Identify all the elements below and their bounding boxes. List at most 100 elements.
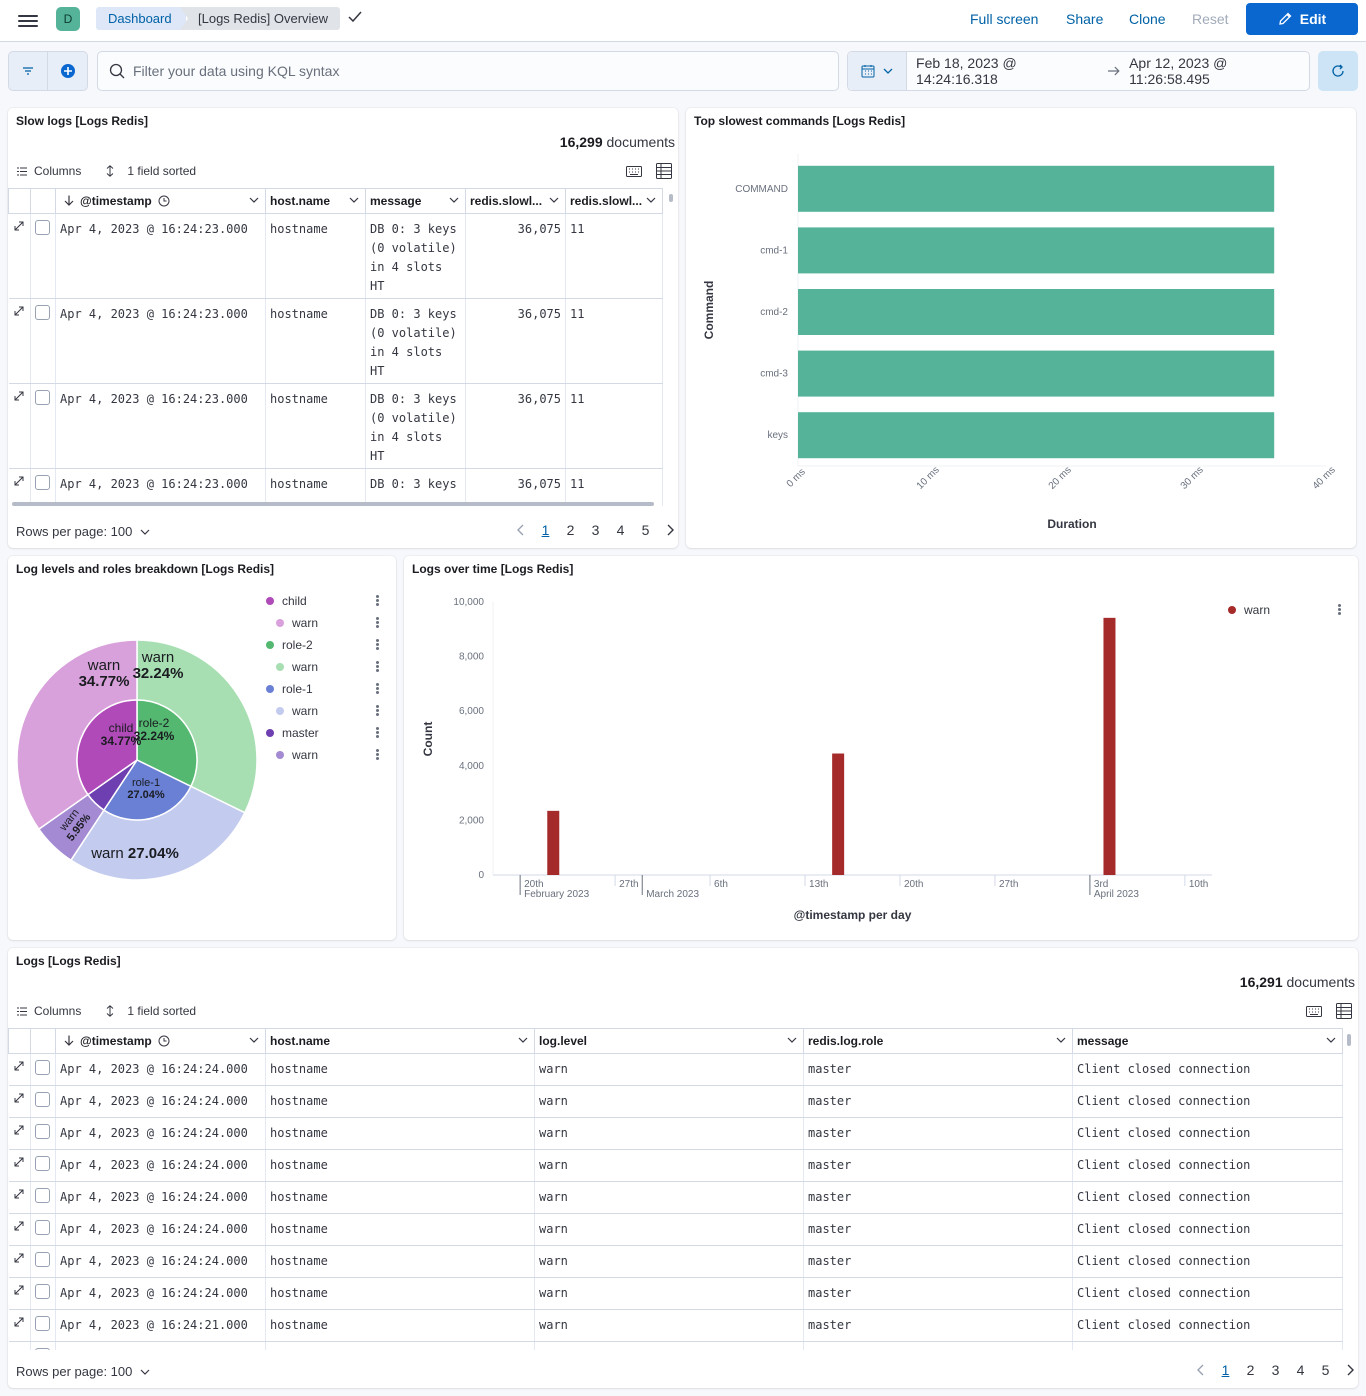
- row-checkbox[interactable]: [35, 1124, 50, 1139]
- page-2[interactable]: 2: [566, 522, 575, 538]
- inner-slice-child[interactable]: [76, 699, 138, 796]
- horizontal-scrollbar[interactable]: [12, 502, 654, 506]
- expand-icon[interactable]: [13, 1316, 25, 1328]
- column-header-slowlog-id[interactable]: redis.slowl...: [565, 188, 663, 214]
- column-header-timestamp[interactable]: @timestamp: [55, 1028, 266, 1054]
- row-checkbox[interactable]: [35, 1284, 50, 1299]
- page-4[interactable]: 4: [1296, 1362, 1305, 1378]
- expand-icon[interactable]: [13, 1124, 25, 1136]
- bar-keys[interactable]: [798, 412, 1275, 459]
- chevron-down-icon[interactable]: [518, 1035, 528, 1045]
- page-3[interactable]: 3: [1271, 1362, 1280, 1378]
- row-checkbox[interactable]: [35, 1348, 50, 1350]
- kql-search-bar[interactable]: [97, 51, 839, 91]
- legend-item-warn[interactable]: warn: [276, 704, 318, 718]
- column-header-log-level[interactable]: log.level: [534, 1028, 804, 1054]
- column-header-slowlog-duration[interactable]: redis.slowl...: [465, 188, 566, 214]
- chevron-down-icon[interactable]: [449, 195, 459, 205]
- page-1[interactable]: 1: [541, 522, 550, 538]
- rows-per-page-button[interactable]: Rows per page: 100: [16, 1364, 150, 1379]
- column-header-message[interactable]: message: [1072, 1028, 1343, 1054]
- inner-slice-role-2[interactable]: [136, 699, 198, 788]
- quick-select-button[interactable]: [848, 52, 908, 90]
- bar-2023-04-04[interactable]: [1103, 617, 1116, 875]
- row-checkbox[interactable]: [35, 1060, 50, 1075]
- bar-2023-03-15[interactable]: [832, 753, 845, 875]
- legend-item-child[interactable]: child: [266, 594, 307, 608]
- row-checkbox[interactable]: [35, 1220, 50, 1235]
- full-screen-link[interactable]: Full screen: [970, 11, 1039, 27]
- refresh-button[interactable]: [1318, 51, 1358, 91]
- chevron-down-icon[interactable]: [1056, 1035, 1066, 1045]
- expand-icon[interactable]: [13, 305, 25, 317]
- page-3[interactable]: 3: [591, 522, 600, 538]
- legend-actions-icon[interactable]: [376, 617, 379, 629]
- inner-slice-role-1[interactable]: [102, 759, 192, 821]
- columns-button[interactable]: Columns: [17, 1004, 81, 1018]
- clone-link[interactable]: Clone: [1129, 11, 1166, 27]
- chevron-left-icon[interactable]: [1188, 1363, 1213, 1377]
- expand-icon[interactable]: [13, 220, 25, 232]
- expand-icon[interactable]: [13, 1156, 25, 1168]
- breadcrumb-dashboard[interactable]: Dashboard: [96, 7, 186, 30]
- row-checkbox[interactable]: [35, 1316, 50, 1331]
- date-end[interactable]: Apr 12, 2023 @ 11:26:58.495: [1129, 55, 1228, 87]
- chevron-left-icon[interactable]: [508, 523, 533, 537]
- legend-actions-icon[interactable]: [376, 727, 379, 739]
- chevron-down-icon[interactable]: [349, 195, 359, 205]
- row-checkbox[interactable]: [35, 475, 50, 490]
- legend-actions-icon[interactable]: [376, 639, 379, 651]
- sort-button[interactable]: 1 field sorted: [105, 164, 196, 178]
- keyboard-icon[interactable]: [626, 165, 642, 177]
- sort-button[interactable]: 1 field sorted: [105, 1004, 196, 1018]
- page-4[interactable]: 4: [616, 522, 625, 538]
- chevron-down-icon[interactable]: [249, 195, 259, 205]
- expand-icon[interactable]: [13, 475, 25, 487]
- rows-per-page-button[interactable]: Rows per page: 100: [16, 524, 150, 539]
- legend-item-role-1[interactable]: role-1: [266, 682, 313, 696]
- row-checkbox[interactable]: [35, 390, 50, 405]
- column-header-timestamp[interactable]: @timestamp: [55, 188, 266, 214]
- bar-cmd-3[interactable]: [798, 350, 1275, 397]
- legend-actions-icon[interactable]: [376, 661, 379, 673]
- legend-actions-icon[interactable]: [1338, 604, 1341, 616]
- row-checkbox[interactable]: [35, 220, 50, 235]
- column-header-host-name[interactable]: host.name: [265, 1028, 535, 1054]
- page-1[interactable]: 1: [1221, 1362, 1230, 1378]
- expand-icon[interactable]: [13, 390, 25, 402]
- row-checkbox[interactable]: [35, 1188, 50, 1203]
- add-filter-button[interactable]: [48, 51, 88, 91]
- legend-actions-icon[interactable]: [376, 595, 379, 607]
- date-picker[interactable]: Feb 18, 2023 @ 14:24:16.318 Apr 12, 2023…: [847, 51, 1310, 91]
- expand-icon[interactable]: [13, 1060, 25, 1072]
- expand-icon[interactable]: [13, 1092, 25, 1104]
- legend-item-warn[interactable]: warn: [276, 660, 318, 674]
- date-start[interactable]: Feb 18, 2023 @ 14:24:16.318: [916, 55, 1017, 87]
- filter-menu-button[interactable]: [8, 51, 48, 91]
- chevron-down-icon[interactable]: [646, 195, 656, 205]
- legend-item-warn[interactable]: warn: [276, 616, 318, 630]
- space-avatar[interactable]: D: [56, 7, 80, 31]
- vertical-scrollbar[interactable]: [669, 194, 673, 202]
- fullscreen-grid-icon[interactable]: [656, 163, 672, 179]
- edit-button[interactable]: Edit: [1246, 3, 1358, 35]
- expand-icon[interactable]: [13, 1284, 25, 1296]
- bar-COMMAND[interactable]: [798, 165, 1275, 212]
- row-checkbox[interactable]: [35, 1156, 50, 1171]
- expand-icon[interactable]: [13, 1252, 25, 1264]
- menu-icon[interactable]: [18, 12, 38, 28]
- legend-item-master[interactable]: master: [266, 726, 319, 740]
- chevron-down-icon[interactable]: [787, 1035, 797, 1045]
- reset-link[interactable]: Reset: [1192, 11, 1229, 27]
- legend-item-warn[interactable]: warn: [1228, 603, 1270, 617]
- legend-actions-icon[interactable]: [376, 683, 379, 695]
- chevron-down-icon[interactable]: [549, 195, 559, 205]
- page-2[interactable]: 2: [1246, 1362, 1255, 1378]
- row-checkbox[interactable]: [35, 1252, 50, 1267]
- legend-item-role-2[interactable]: role-2: [266, 638, 313, 652]
- column-header-message[interactable]: message: [365, 188, 466, 214]
- chevron-down-icon[interactable]: [249, 1035, 259, 1045]
- expand-icon[interactable]: [13, 1220, 25, 1232]
- row-checkbox[interactable]: [35, 1092, 50, 1107]
- chevron-right-icon[interactable]: [1338, 1363, 1363, 1377]
